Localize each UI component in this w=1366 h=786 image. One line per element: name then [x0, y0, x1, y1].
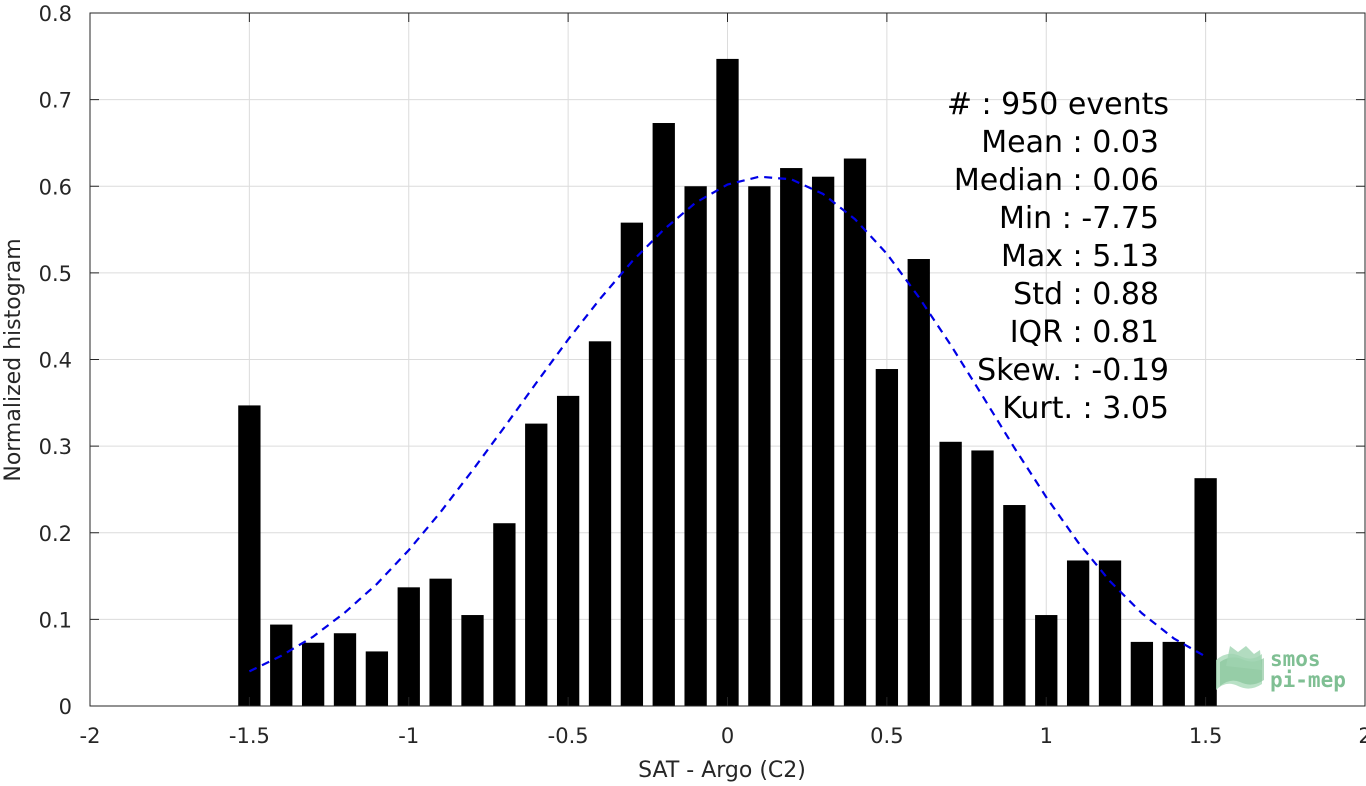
histogram-bar: [748, 186, 771, 706]
histogram-bar: [780, 168, 803, 707]
histogram-bar: [588, 341, 612, 706]
histogram-bar: [1130, 641, 1154, 706]
histogram-bar: [333, 633, 357, 706]
stats-box: # : 950 events Mean : 0.03 Median : 0.06…: [947, 87, 1169, 426]
x-tick-label: -1: [398, 724, 419, 748]
stat-kurt: Kurt. : 3.05: [1002, 391, 1169, 426]
histogram-bar: [270, 624, 293, 706]
histogram-bar: [620, 222, 644, 706]
x-tick-label: -1.5: [229, 724, 270, 748]
x-tick-label: 1.5: [1189, 724, 1222, 748]
y-tick-label: 0.7: [39, 89, 72, 113]
histogram-bar: [1098, 560, 1122, 706]
y-tick-label: 0.6: [39, 175, 72, 199]
histogram-bar: [1003, 505, 1026, 706]
histogram-bar: [556, 395, 580, 706]
x-tick-label: 1: [1040, 724, 1053, 748]
stat-count: # : 950 events: [947, 87, 1169, 122]
stat-skew: Skew. : -0.19: [977, 353, 1169, 388]
stat-std: Std : 0.88: [1013, 277, 1159, 312]
histogram-bar: [461, 615, 484, 706]
histogram-bar: [652, 123, 675, 707]
histogram-bar: [1066, 560, 1090, 706]
y-tick-label: 0.4: [39, 349, 72, 373]
x-axis-label: SAT - Argo (C2): [638, 758, 806, 783]
x-tick-label: 0.5: [870, 724, 903, 748]
logo-waves-icon: [1216, 646, 1264, 690]
histogram-bar: [429, 578, 452, 706]
stat-iqr: IQR : 0.81: [1010, 315, 1159, 350]
histogram-bar: [365, 651, 389, 706]
logo-line2: pi-mep: [1270, 668, 1346, 692]
stat-median: Median : 0.06: [954, 163, 1159, 198]
x-tick-label: 0: [721, 724, 734, 748]
x-tick-label: -0.5: [548, 724, 589, 748]
fit-curve: [248, 175, 1207, 673]
histogram-bar: [843, 158, 867, 706]
y-tick-labels: 0 0.1 0.2 0.3 0.4 0.5 0.6 0.7 0.8: [39, 2, 72, 719]
y-tick-label: 0.1: [39, 608, 72, 632]
y-tick-label: 0.3: [39, 435, 72, 459]
histogram-bar: [939, 441, 962, 706]
histogram-bar: [684, 186, 707, 706]
y-tick-label: 0: [59, 695, 72, 719]
histogram-bar: [525, 423, 548, 706]
histogram-bar: [301, 642, 325, 706]
histogram-bar: [907, 259, 930, 706]
axis-ticks: [89, 12, 1366, 707]
histogram-bar: [493, 523, 516, 706]
y-axis-label: Normalized histogram: [1, 238, 26, 481]
histogram-bar: [1162, 641, 1185, 706]
y-tick-label: 0.2: [39, 522, 72, 546]
histogram-bar: [811, 176, 835, 706]
x-tick-label: 2: [1358, 724, 1366, 748]
smos-pimep-logo: smos pi-mep: [1216, 646, 1346, 692]
x-tick-labels: -2 -1.5 -1 -0.5 0 0.5 1 1.5 2: [80, 724, 1366, 748]
logo-line1: smos: [1270, 647, 1321, 671]
histogram-bar: [1035, 615, 1058, 706]
bars: [238, 58, 1217, 707]
stat-mean: Mean : 0.03: [981, 125, 1159, 160]
histogram-bar: [397, 587, 420, 706]
histogram-bar: [971, 450, 994, 706]
histogram-bar: [1194, 478, 1217, 706]
stat-max: Max : 5.13: [1001, 239, 1159, 274]
x-tick-label: -2: [80, 724, 101, 748]
histogram-bar: [238, 405, 261, 706]
histogram-bar: [716, 58, 739, 706]
y-tick-label: 0.8: [39, 2, 72, 26]
histogram-bar: [875, 369, 899, 706]
stat-min: Min : -7.75: [999, 201, 1159, 236]
y-tick-label: 0.5: [39, 262, 72, 286]
